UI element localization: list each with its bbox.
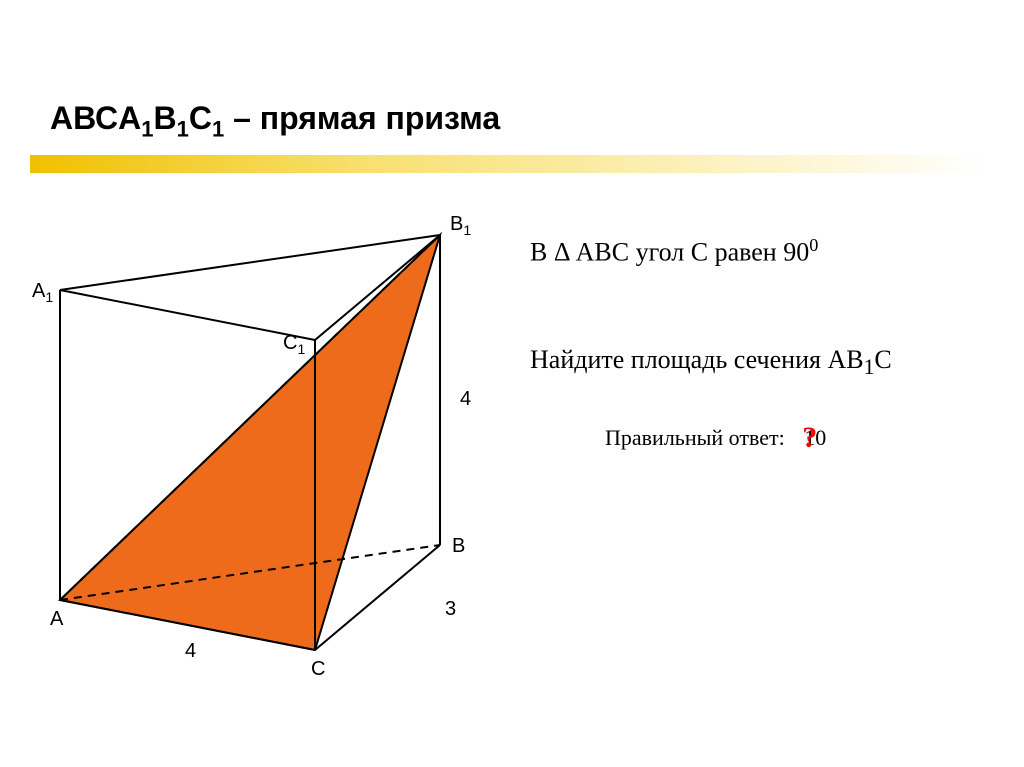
vertex-label-A1: A1 <box>32 280 53 305</box>
edge-length-label-0: 4 <box>460 388 471 411</box>
vertex-label-B1: B1 <box>450 213 471 238</box>
vertex-label-C1: C1 <box>283 332 305 357</box>
divider-rule <box>30 155 990 173</box>
vertex-label-B: B <box>452 535 465 558</box>
answer-row: Правильный ответ: ? 10 <box>605 425 826 451</box>
question-mark: ? <box>802 421 817 455</box>
section-triangle <box>60 235 440 650</box>
problem-line-2: Найдите площадь сечения AB1C <box>530 345 892 380</box>
problem-line-1: В Δ АВС угол С равен 900 <box>530 235 818 268</box>
page-title: АВСA1B1C1 – прямая призма <box>50 100 500 142</box>
edge-length-label-2: 4 <box>185 640 196 663</box>
answer-label: Правильный ответ: <box>605 425 785 450</box>
answer-value-wrap: ? 10 <box>804 425 826 451</box>
prism-diagram: ABCA1B1C1434 <box>40 210 480 690</box>
edge-C1-A1 <box>60 290 315 340</box>
edge-length-label-1: 3 <box>445 598 456 621</box>
vertex-label-A: A <box>50 608 63 631</box>
vertex-label-C: C <box>311 658 325 681</box>
